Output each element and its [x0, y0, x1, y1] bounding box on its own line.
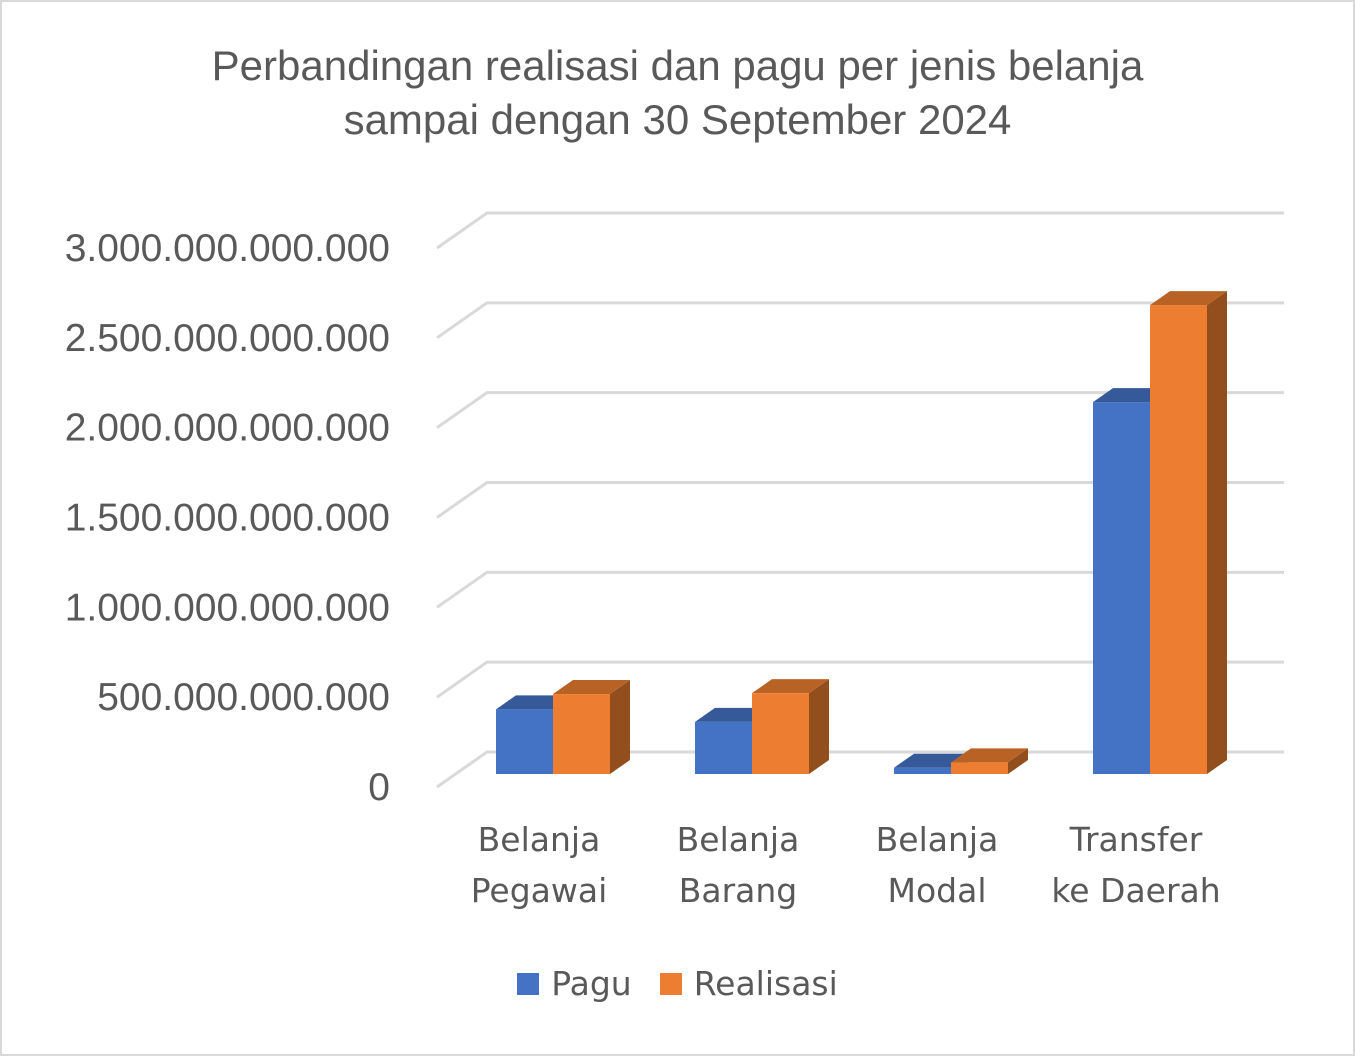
- gridline-2: [436, 570, 1284, 609]
- legend-label-pagu: Pagu: [551, 964, 632, 1003]
- x-tick-label-3-1: ke Daerah: [1051, 871, 1220, 910]
- y-tick-label-4: 2.000.000.000.000: [65, 407, 390, 450]
- bar-side-realisasi-2: [1008, 748, 1028, 774]
- x-tick-label-1-0: Belanja: [677, 820, 800, 859]
- y-tick-label-3: 1.500.000.000.000: [65, 497, 390, 540]
- chart-legend: Pagu Realisasi: [2, 964, 1353, 1003]
- bar-pagu-3: [1093, 402, 1150, 774]
- bar-top-realisasi-1: [752, 679, 829, 694]
- bar-realisasi-2: [951, 762, 1008, 774]
- y-tick-label-0: 0: [368, 766, 390, 809]
- bar-realisasi-0: [553, 694, 610, 774]
- gridline-6: [436, 211, 1284, 250]
- bar-top-realisasi-2: [951, 748, 1028, 763]
- y-tick-label-6: 3.000.000.000.000: [65, 227, 390, 270]
- x-tick-label-2-0: Belanja: [876, 820, 999, 859]
- gridline-5: [436, 301, 1284, 340]
- legend-swatch-realisasi: [659, 972, 682, 995]
- y-tick-label-1: 500.000.000.000: [97, 676, 390, 719]
- bar-realisasi-3: [1150, 305, 1207, 774]
- x-tick-label-0-0: Belanja: [478, 820, 601, 859]
- legend-item-pagu: Pagu: [517, 964, 632, 1003]
- chart-title-line-1: Perbandingan realisasi dan pagu per jeni…: [211, 42, 1144, 89]
- bar-side-realisasi-0: [610, 680, 630, 774]
- x-tick-label-3-0: Transfer: [1069, 820, 1203, 859]
- gridline-1: [436, 660, 1284, 699]
- legend-label-realisasi: Realisasi: [693, 964, 838, 1003]
- legend-swatch-pagu: [517, 972, 540, 995]
- gridline-4: [436, 391, 1284, 429]
- bar-pagu-2: [894, 767, 951, 774]
- gridline-3: [436, 481, 1284, 519]
- legend-item-realisasi: Realisasi: [659, 964, 838, 1003]
- x-tick-label-2-1: Modal: [888, 871, 987, 910]
- y-tick-label-2: 1.000.000.000.000: [65, 586, 390, 629]
- x-tick-label-0-1: Pegawai: [471, 871, 608, 910]
- x-tick-label-1-1: Barang: [679, 871, 798, 910]
- bar-side-realisasi-1: [809, 679, 829, 774]
- bar-top-realisasi-0: [553, 680, 630, 695]
- bar-top-realisasi-3: [1150, 291, 1227, 306]
- bar-realisasi-1: [752, 693, 809, 774]
- chart-title-line-2: sampai dengan 30 September 2024: [343, 96, 1012, 143]
- bar-pagu-0: [496, 709, 553, 774]
- y-tick-label-5: 2.500.000.000.000: [65, 317, 390, 360]
- bar-pagu-1: [695, 721, 752, 774]
- bar-side-realisasi-3: [1207, 291, 1227, 774]
